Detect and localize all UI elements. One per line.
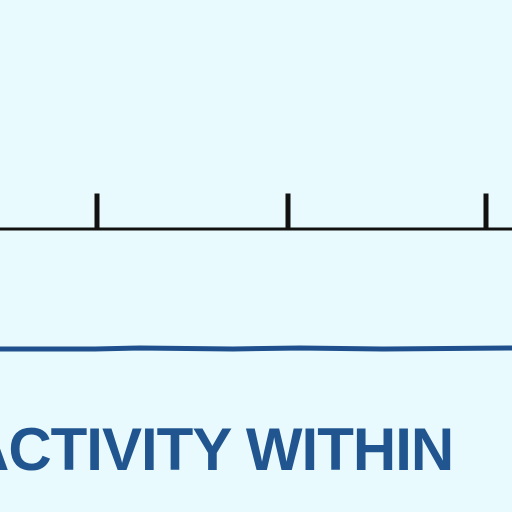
baseline-rule xyxy=(0,345,512,352)
caption-text: ACTIVITY WITHIN xyxy=(0,416,454,483)
spike-trace xyxy=(0,193,512,231)
